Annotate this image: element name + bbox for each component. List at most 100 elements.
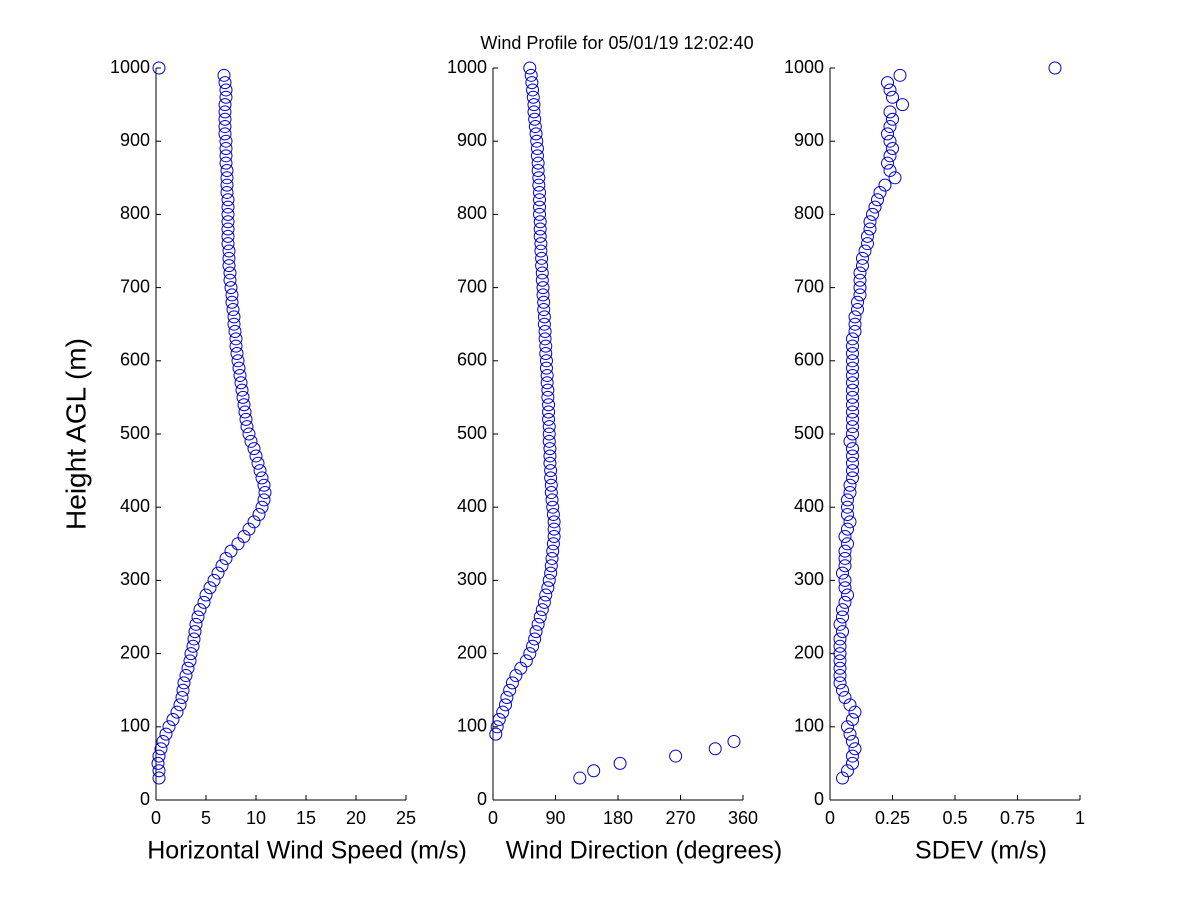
point bbox=[846, 368, 859, 382]
point bbox=[838, 559, 852, 573]
point bbox=[249, 449, 263, 463]
point bbox=[191, 610, 205, 624]
point bbox=[176, 683, 190, 697]
point bbox=[833, 617, 847, 631]
point bbox=[219, 551, 233, 565]
point bbox=[846, 398, 859, 412]
point bbox=[833, 669, 847, 683]
y-tick-label: 700 bbox=[120, 276, 150, 296]
point bbox=[219, 83, 233, 97]
point bbox=[526, 83, 540, 97]
point bbox=[524, 68, 538, 82]
point bbox=[544, 566, 558, 580]
point bbox=[543, 456, 557, 470]
point bbox=[838, 529, 852, 543]
point bbox=[527, 105, 541, 119]
x-tick-label: 360 bbox=[728, 808, 758, 828]
point bbox=[187, 632, 201, 646]
point bbox=[526, 639, 540, 653]
point bbox=[219, 149, 233, 163]
point bbox=[528, 120, 542, 134]
point bbox=[533, 610, 547, 624]
point bbox=[534, 244, 548, 258]
point bbox=[881, 127, 894, 141]
point bbox=[545, 551, 559, 565]
point bbox=[863, 222, 877, 236]
point bbox=[188, 625, 202, 639]
point bbox=[528, 632, 542, 646]
point bbox=[509, 669, 523, 683]
point bbox=[173, 698, 187, 712]
point bbox=[235, 383, 249, 397]
point bbox=[547, 529, 561, 543]
point bbox=[883, 134, 897, 148]
point bbox=[883, 163, 897, 177]
point bbox=[218, 98, 232, 112]
point bbox=[841, 500, 854, 514]
point bbox=[838, 595, 852, 609]
point bbox=[197, 595, 211, 609]
point bbox=[542, 434, 556, 448]
point bbox=[230, 346, 244, 360]
point bbox=[218, 127, 232, 141]
point bbox=[544, 478, 558, 492]
x-tick-label: 180 bbox=[603, 808, 633, 828]
point bbox=[886, 112, 899, 126]
point bbox=[537, 303, 551, 317]
point bbox=[846, 712, 859, 726]
point bbox=[846, 734, 859, 748]
point bbox=[242, 522, 256, 536]
point bbox=[218, 105, 232, 119]
point bbox=[846, 456, 859, 470]
x-tick-label: 90 bbox=[545, 808, 565, 828]
point bbox=[221, 207, 235, 221]
point bbox=[159, 727, 173, 741]
point bbox=[833, 654, 847, 668]
point bbox=[587, 764, 601, 778]
point bbox=[219, 134, 233, 148]
point bbox=[535, 251, 549, 265]
point bbox=[533, 215, 547, 229]
y-tick-label: 500 bbox=[120, 423, 150, 443]
point bbox=[843, 478, 857, 492]
point bbox=[531, 617, 545, 631]
point bbox=[219, 90, 233, 104]
point bbox=[841, 588, 854, 602]
point bbox=[846, 412, 859, 426]
point bbox=[838, 581, 852, 595]
point bbox=[537, 295, 551, 309]
point bbox=[541, 581, 555, 595]
y-tick-label: 400 bbox=[120, 496, 150, 516]
x-tick-label: 270 bbox=[665, 808, 695, 828]
point bbox=[542, 420, 556, 434]
point bbox=[547, 515, 561, 529]
point bbox=[239, 412, 253, 426]
point bbox=[846, 376, 859, 390]
x-tick-label: 25 bbox=[396, 808, 416, 828]
point bbox=[838, 573, 852, 587]
point bbox=[836, 603, 849, 617]
point bbox=[546, 537, 560, 551]
point bbox=[833, 647, 847, 661]
point bbox=[846, 427, 859, 441]
y-tick-label: 400 bbox=[457, 496, 487, 516]
point bbox=[181, 661, 195, 675]
y-tick-label: 800 bbox=[120, 203, 150, 223]
point bbox=[843, 515, 857, 529]
point bbox=[866, 207, 879, 221]
y-tick-label: 800 bbox=[794, 203, 824, 223]
point bbox=[539, 588, 553, 602]
point bbox=[500, 691, 514, 705]
point bbox=[846, 390, 859, 404]
point bbox=[228, 325, 242, 339]
point bbox=[863, 215, 877, 229]
x-tick-label: 0 bbox=[488, 808, 498, 828]
point bbox=[211, 566, 225, 580]
point bbox=[547, 522, 561, 536]
point bbox=[152, 771, 166, 785]
y-tick-label: 200 bbox=[457, 642, 487, 662]
point bbox=[154, 742, 168, 756]
y-tick-label: 300 bbox=[794, 569, 824, 589]
point bbox=[848, 705, 862, 719]
y-tick-label: 600 bbox=[794, 350, 824, 370]
